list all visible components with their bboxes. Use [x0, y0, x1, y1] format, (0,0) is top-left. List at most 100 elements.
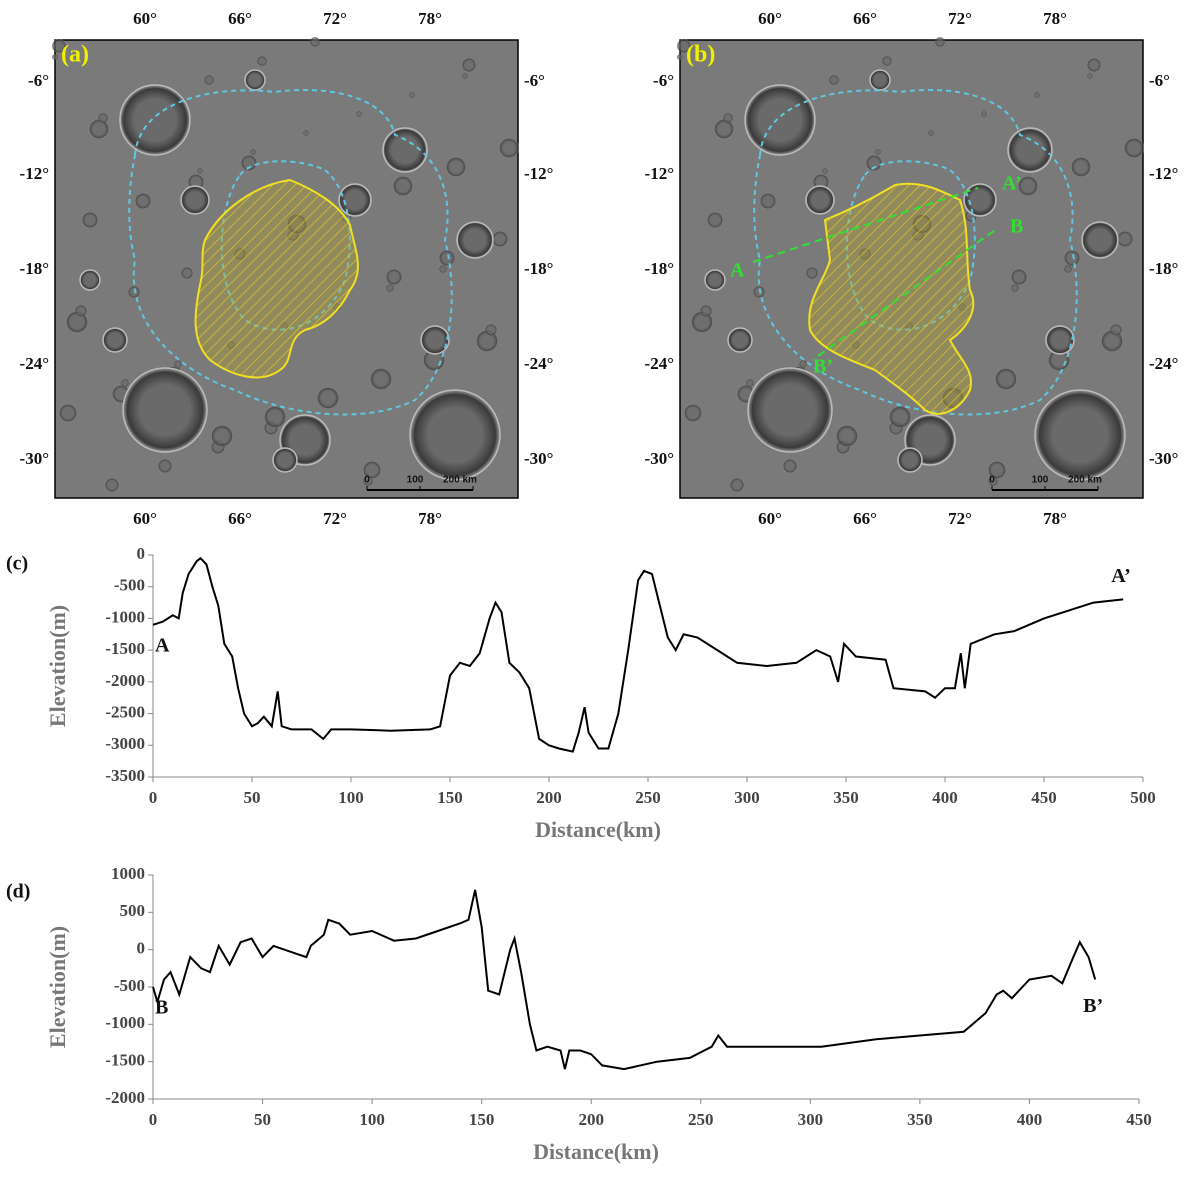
x-axis-title: Distance(km) [535, 817, 661, 842]
profile-start-label: A [155, 634, 170, 656]
lon-tick-label: 72° [323, 9, 347, 28]
lon-tick-label: 72° [948, 509, 972, 528]
lon-tick-label: 66° [853, 509, 877, 528]
y-tick-label: -1500 [105, 1051, 145, 1070]
lat-tick-label: -24° [645, 354, 674, 373]
crater [420, 325, 450, 355]
crater [386, 284, 394, 292]
scale-label: 200 km [1068, 475, 1102, 486]
crater [1087, 73, 1093, 79]
crater [988, 461, 1006, 479]
crater [303, 130, 309, 136]
lat-tick-label: -18° [524, 259, 553, 278]
profile-label: B’ [813, 356, 833, 378]
crater [492, 231, 508, 247]
x-tick-label: 250 [688, 1110, 714, 1129]
crater [1071, 157, 1091, 177]
crater [1110, 324, 1122, 336]
y-axis-title: Elevation(m) [45, 605, 70, 727]
crater [264, 406, 286, 428]
crater [409, 92, 415, 98]
lat-tick-label: -18° [645, 259, 674, 278]
crater [135, 193, 151, 209]
lat-tick-label: -12° [1149, 164, 1178, 183]
crater [799, 360, 807, 368]
crater [836, 425, 858, 447]
crater [393, 176, 413, 196]
crater [1045, 325, 1075, 355]
crater [204, 75, 214, 85]
crater [1064, 265, 1072, 273]
scale-label: 200 km [443, 475, 477, 486]
lat-tick-label: -6° [1149, 71, 1170, 90]
panel-label: (b) [686, 42, 715, 68]
y-tick-label: -3500 [105, 766, 145, 785]
lat-tick-label: -12° [20, 164, 49, 183]
crater [59, 404, 77, 422]
lon-tick-label: 66° [228, 509, 252, 528]
crater [805, 185, 835, 215]
lon-tick-label: 72° [323, 509, 347, 528]
x-tick-label: 100 [338, 788, 364, 807]
y-tick-label: 1000 [111, 864, 145, 883]
lat-tick-label: -18° [1149, 259, 1178, 278]
crater [121, 379, 129, 387]
lat-tick-label: -24° [524, 354, 553, 373]
crater [822, 168, 828, 174]
crater [338, 183, 372, 217]
profile-end-label: B’ [1083, 995, 1103, 1017]
y-tick-label: 0 [137, 544, 146, 563]
crater [79, 269, 101, 291]
y-tick-label: -1000 [105, 607, 145, 626]
crater [211, 425, 233, 447]
basin-inner-rim [845, 160, 976, 331]
profile-line [817, 227, 999, 357]
crater [875, 149, 881, 155]
y-tick-label: -500 [114, 976, 145, 995]
crater [462, 58, 476, 72]
y-tick-label: -2000 [105, 1088, 145, 1107]
lat-tick-label: -6° [653, 71, 674, 90]
crater [356, 111, 362, 117]
profile-start-label: B [155, 997, 168, 1019]
crater [1011, 269, 1027, 285]
crater [485, 324, 497, 336]
lon-tick-label: 78° [418, 9, 442, 28]
crater [244, 69, 266, 91]
crater [869, 69, 891, 91]
map-panel: (a) 60° 60° 66° 66° 72° 72° 78° 78° -6° -6° -12° -12… [20, 9, 554, 528]
crater [409, 389, 501, 481]
lat-tick-label: -18° [20, 259, 49, 278]
crater [704, 269, 726, 291]
crater [677, 54, 683, 60]
scale-label: 0 [364, 475, 370, 486]
lat-tick-label: -24° [1149, 354, 1178, 373]
crater [250, 149, 256, 155]
x-tick-label: 200 [578, 1110, 604, 1129]
y-tick-label: -1500 [105, 639, 145, 658]
lat-tick-label: -30° [1149, 449, 1178, 468]
crater [75, 305, 87, 317]
crater [995, 368, 1017, 390]
crater [386, 269, 402, 285]
crater [102, 327, 128, 353]
crater [52, 54, 58, 60]
crater [1081, 221, 1119, 259]
lon-tick-label: 60° [758, 509, 782, 528]
crater [370, 368, 392, 390]
lon-tick-label: 66° [228, 9, 252, 28]
crater [499, 138, 519, 158]
x-tick-label: 400 [1017, 1110, 1043, 1129]
crater [714, 119, 734, 139]
crater [122, 367, 208, 453]
crater [707, 212, 723, 228]
crater [747, 367, 833, 453]
panel-label: (c) [6, 553, 28, 575]
crater [897, 447, 923, 473]
crater [760, 193, 776, 209]
lon-tick-label: 60° [133, 9, 157, 28]
scale-label: 100 [407, 475, 424, 486]
crater [677, 39, 691, 53]
crater [52, 39, 66, 53]
